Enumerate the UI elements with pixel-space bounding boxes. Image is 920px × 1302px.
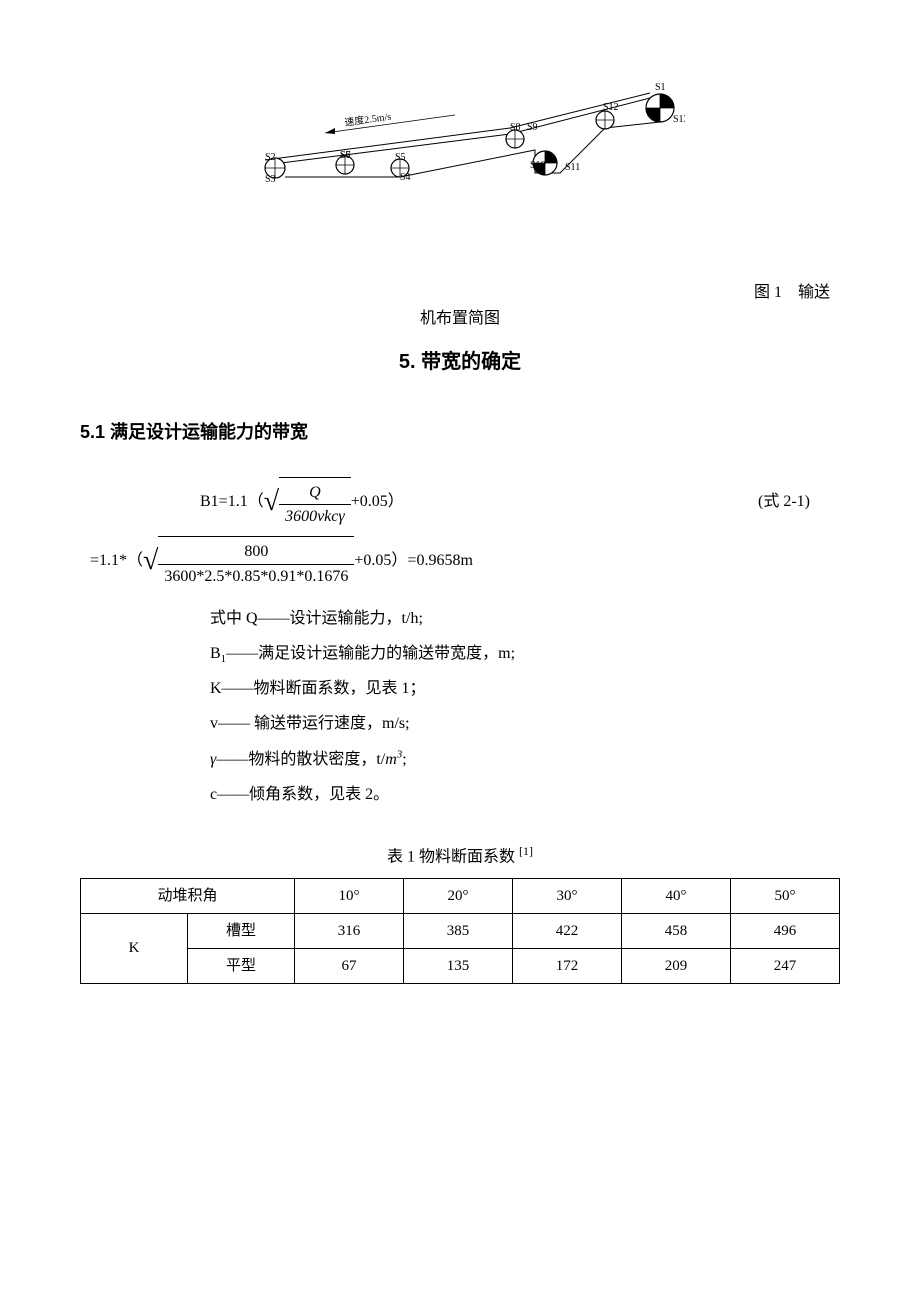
svg-text:S1: S1 — [655, 82, 666, 93]
cell-flat-label: 平型 — [188, 948, 295, 983]
subsection-5-1: 5.1 满足设计运输能力的带宽 — [80, 418, 840, 447]
th-angle: 10° — [295, 878, 404, 913]
fig-caption-line1: 图 1 输送 — [80, 280, 840, 306]
formula-den1: 3600vkcγ — [279, 505, 351, 526]
cell: 172 — [513, 948, 622, 983]
svg-text:S7: S7 — [340, 150, 351, 161]
formula2-tail: +0.05）=0.9658m — [354, 548, 473, 574]
cell: 209 — [622, 948, 731, 983]
svg-text:S8: S8 — [510, 122, 521, 133]
formula2-den: 3600*2.5*0.85*0.91*0.1676 — [158, 565, 354, 586]
cell: 247 — [731, 948, 840, 983]
svg-text:S9: S9 — [527, 122, 538, 133]
cell-groove-label: 槽型 — [188, 913, 295, 948]
formula-tail1: +0.05） — [351, 489, 404, 515]
svg-text:S13: S13 — [673, 114, 685, 125]
conveyor-diagram: S1S2S3S4S5S6S7S8S9S10S11S12S13 速度2.5m/s — [235, 60, 685, 240]
svg-text:S5: S5 — [395, 152, 406, 163]
formula-tag: (式 2-1) — [758, 489, 840, 515]
table-row: K 槽型 316 385 422 458 496 — [81, 913, 840, 948]
diagram-svg: S1S2S3S4S5S6S7S8S9S10S11S12S13 速度2.5m/s — [235, 60, 685, 240]
svg-text:S2: S2 — [265, 152, 276, 163]
formula-num1: Q — [279, 483, 351, 505]
th-angle: 30° — [513, 878, 622, 913]
svg-text:S12: S12 — [603, 102, 619, 113]
th-angle: 40° — [622, 878, 731, 913]
table-row: 平型 67 135 172 209 247 — [81, 948, 840, 983]
formula2-num: 800 — [158, 542, 354, 564]
speed-label: 速度2.5m/s — [344, 110, 392, 129]
def-b1: B1——满足设计运输能力的输送带宽度，m; — [210, 636, 840, 671]
gamma-text: ——物料的散状密度，t/ — [216, 751, 385, 768]
def-q: 式中 Q——设计运输能力，t/h; — [210, 601, 840, 636]
cell: 135 — [404, 948, 513, 983]
th-angle-label: 动堆积角 — [81, 878, 295, 913]
formula2-pre: =1.1*（ — [90, 548, 143, 574]
th-angle: 20° — [404, 878, 513, 913]
section-5-title: 5. 带宽的确定 — [80, 346, 840, 378]
table1-caption: 表 1 物料断面系数 [1] — [80, 842, 840, 870]
formula-2-1-eval: =1.1*（ √ 800 3600*2.5*0.85*0.91*0.1676 +… — [90, 536, 840, 585]
cell: 458 — [622, 913, 731, 948]
table-row: 动堆积角 10° 20° 30° 40° 50° — [81, 878, 840, 913]
svg-text:S3: S3 — [265, 174, 276, 185]
table1-ref: [1] — [519, 844, 533, 858]
svg-text:S4: S4 — [400, 172, 411, 183]
cell: 422 — [513, 913, 622, 948]
formula-2-1: B1=1.1（ √ Q 3600vkcγ +0.05） (式 2-1) — [200, 477, 840, 526]
table-1: 动堆积角 10° 20° 30° 40° 50° K 槽型 316 385 42… — [80, 878, 840, 984]
def-c: c——倾角系数，见表 2。 — [210, 777, 840, 812]
gamma-post: ; — [402, 751, 406, 768]
fig-caption-line2: 机布置简图 — [80, 306, 840, 332]
cell: 385 — [404, 913, 513, 948]
def-v: v—— 输送带运行速度，m/s; — [210, 706, 840, 741]
cell-k: K — [81, 913, 188, 983]
fig-num: 图 1 — [754, 284, 782, 301]
formula-lhs: B1=1.1（ — [200, 489, 264, 515]
svg-text:S10: S10 — [530, 160, 546, 171]
cell: 316 — [295, 913, 404, 948]
def-k: K——物料断面系数，见表 1； — [210, 671, 840, 706]
cell: 67 — [295, 948, 404, 983]
fig-title-part1: 输送 — [798, 284, 830, 301]
svg-text:S11: S11 — [565, 162, 580, 173]
cell: 496 — [731, 913, 840, 948]
table1-caption-text: 表 1 物料断面系数 — [387, 848, 515, 865]
th-angle: 50° — [731, 878, 840, 913]
def-gamma: γ——物料的散状密度，t/m3; — [210, 742, 840, 777]
symbol-definitions: 式中 Q——设计运输能力，t/h; B1——满足设计运输能力的输送带宽度，m; … — [210, 601, 840, 812]
